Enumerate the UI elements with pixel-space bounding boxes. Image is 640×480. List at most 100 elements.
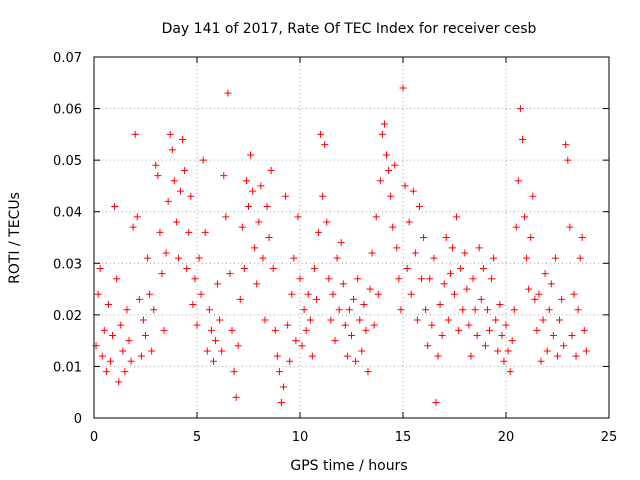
data-point: [224, 89, 232, 97]
data-point: [265, 234, 273, 241]
data-point: [498, 331, 506, 339]
data-point: [205, 306, 213, 314]
plot-frame: [93, 56, 610, 419]
data-point: [453, 213, 461, 221]
data-point: [490, 254, 498, 262]
data-point: [354, 275, 362, 283]
data-point: [488, 275, 496, 283]
data-point: [341, 321, 349, 329]
data-point: [150, 306, 158, 314]
data-point: [271, 326, 279, 334]
data-point: [564, 156, 572, 164]
data-point: [525, 285, 533, 293]
data-point: [253, 280, 261, 288]
data-point: [508, 337, 516, 345]
data-point: [411, 249, 419, 257]
data-point: [174, 254, 182, 262]
data-point: [104, 301, 112, 309]
data-point: [148, 347, 156, 355]
data-point: [479, 264, 487, 272]
data-point: [374, 290, 382, 298]
data-point: [189, 301, 197, 309]
data-point: [574, 306, 582, 314]
data-point: [319, 192, 327, 200]
data-point: [333, 254, 341, 262]
data-point: [387, 192, 395, 200]
data-point: [302, 326, 310, 334]
data-point: [220, 172, 228, 180]
data-point: [255, 218, 263, 226]
data-point: [98, 352, 106, 360]
data-point: [240, 264, 248, 272]
data-point: [405, 218, 413, 226]
data-point: [113, 275, 121, 283]
data-point: [409, 187, 417, 195]
data-point: [339, 280, 347, 288]
data-point: [345, 306, 353, 314]
data-point: [434, 352, 442, 360]
data-point: [310, 264, 318, 272]
data-point: [247, 151, 255, 159]
data-point: [214, 280, 222, 288]
data-point: [436, 301, 444, 309]
data-point: [510, 306, 518, 314]
axis-ticks: [93, 56, 610, 419]
data-point: [331, 337, 339, 345]
data-point: [119, 347, 127, 355]
data-point: [193, 321, 201, 329]
data-point: [306, 316, 314, 324]
data-point: [275, 368, 283, 376]
data-point: [115, 378, 123, 386]
data-point: [451, 290, 458, 298]
data-point: [292, 337, 300, 345]
data-point: [337, 239, 345, 247]
data-point: [430, 254, 438, 262]
data-point: [376, 177, 384, 185]
x-axis-title: GPS time / hours: [290, 458, 407, 474]
data-point: [494, 347, 502, 355]
data-point: [506, 368, 514, 376]
data-point: [294, 213, 302, 221]
data-point: [473, 331, 481, 339]
y-tick-label: 0.05: [53, 154, 82, 169]
data-point: [486, 326, 494, 334]
y-tick-label: 0.07: [53, 51, 82, 66]
data-point: [267, 166, 275, 174]
data-point: [197, 290, 205, 298]
data-point: [403, 264, 411, 272]
data-point: [492, 316, 500, 324]
data-point: [133, 213, 141, 221]
data-point: [290, 254, 298, 262]
data-point: [282, 192, 290, 200]
data-point: [529, 192, 537, 200]
data-point: [121, 368, 129, 376]
data-point: [158, 270, 166, 278]
data-point: [372, 213, 380, 221]
data-point: [415, 203, 423, 211]
data-point: [96, 264, 104, 272]
data-point: [142, 331, 149, 339]
data-point: [385, 166, 393, 174]
data-point: [537, 357, 545, 365]
data-point: [389, 223, 397, 231]
data-point: [172, 218, 180, 226]
y-tick-label: 0.02: [53, 309, 82, 324]
data-point: [201, 228, 209, 236]
data-point: [428, 321, 436, 329]
data-point: [527, 234, 535, 241]
data-point: [222, 213, 230, 221]
data-point: [146, 290, 154, 298]
data-point: [251, 244, 259, 252]
data-point: [362, 326, 370, 334]
data-point: [203, 347, 211, 355]
data-point: [566, 223, 574, 231]
data-point: [465, 321, 473, 329]
data-point: [572, 352, 580, 360]
data-point: [395, 275, 403, 283]
data-point: [422, 306, 430, 314]
data-point: [261, 316, 269, 324]
data-point: [502, 321, 510, 329]
data-point: [378, 130, 386, 138]
data-point: [541, 270, 549, 278]
